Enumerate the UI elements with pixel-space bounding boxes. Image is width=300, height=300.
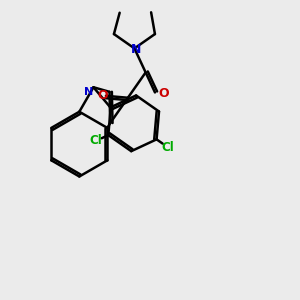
Text: O: O xyxy=(158,87,169,101)
Text: N: N xyxy=(131,44,141,56)
Text: Cl: Cl xyxy=(161,141,174,154)
Text: O: O xyxy=(98,89,108,102)
Text: Cl: Cl xyxy=(89,134,102,148)
Text: N: N xyxy=(84,87,94,97)
